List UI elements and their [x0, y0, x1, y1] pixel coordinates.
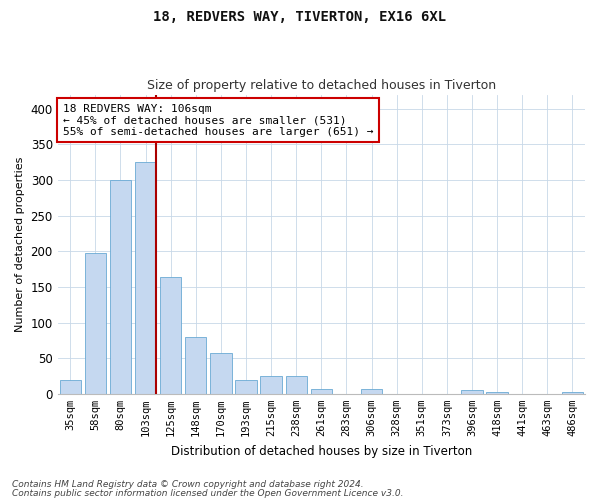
Bar — [160, 277, 181, 394]
Title: Size of property relative to detached houses in Tiverton: Size of property relative to detached ho… — [147, 79, 496, 92]
Bar — [85, 254, 106, 394]
Bar — [59, 380, 81, 394]
Bar — [210, 353, 232, 394]
Bar — [110, 180, 131, 394]
Text: 18 REDVERS WAY: 106sqm
← 45% of detached houses are smaller (531)
55% of semi-de: 18 REDVERS WAY: 106sqm ← 45% of detached… — [63, 104, 373, 136]
Text: 18, REDVERS WAY, TIVERTON, EX16 6XL: 18, REDVERS WAY, TIVERTON, EX16 6XL — [154, 10, 446, 24]
Bar — [461, 390, 482, 394]
Bar — [562, 392, 583, 394]
Bar — [311, 389, 332, 394]
Bar — [185, 337, 206, 394]
Text: Contains HM Land Registry data © Crown copyright and database right 2024.: Contains HM Land Registry data © Crown c… — [12, 480, 364, 489]
Bar — [260, 376, 282, 394]
X-axis label: Distribution of detached houses by size in Tiverton: Distribution of detached houses by size … — [171, 444, 472, 458]
Y-axis label: Number of detached properties: Number of detached properties — [15, 156, 25, 332]
Bar — [487, 392, 508, 394]
Bar — [361, 389, 382, 394]
Text: Contains public sector information licensed under the Open Government Licence v3: Contains public sector information licen… — [12, 488, 404, 498]
Bar — [235, 380, 257, 394]
Bar — [286, 376, 307, 394]
Bar — [135, 162, 156, 394]
